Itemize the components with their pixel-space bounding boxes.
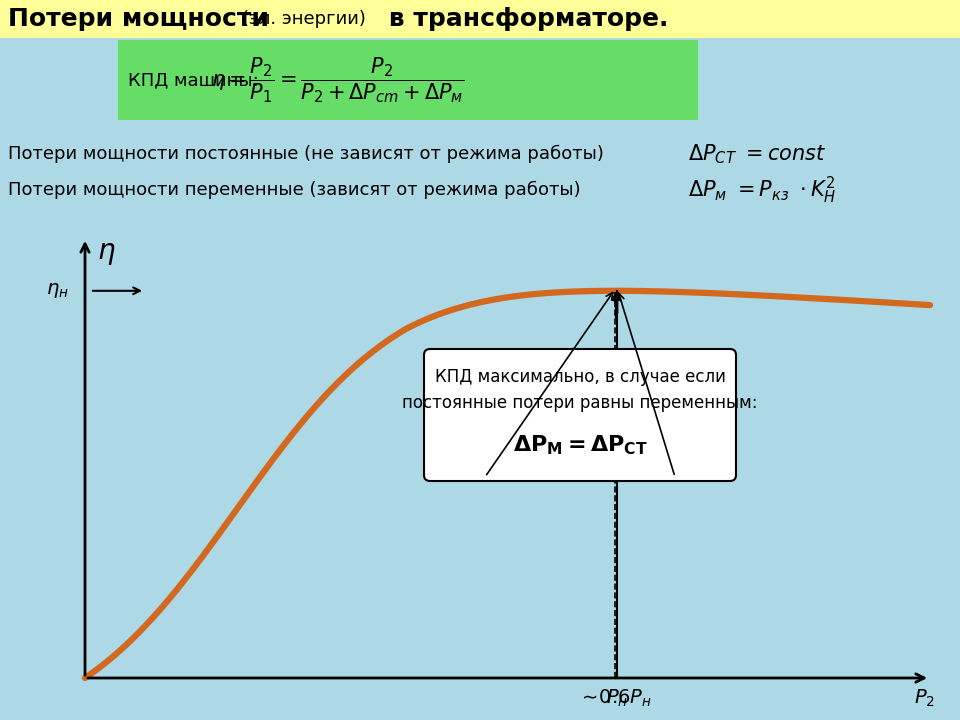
Text: Потери мощности постоянные (не зависят от режима работы): Потери мощности постоянные (не зависят о… (8, 145, 604, 163)
Text: КПД машины:: КПД машины: (128, 71, 259, 89)
FancyBboxPatch shape (118, 40, 698, 120)
Text: Потери мощности переменные (зависят от режима работы): Потери мощности переменные (зависят от р… (8, 181, 581, 199)
Text: постоянные потери равны переменным:: постоянные потери равны переменным: (402, 394, 757, 412)
Text: Потери мощности: Потери мощности (8, 7, 269, 31)
Text: $\sim\!0.6P_{\mathit{н}}$: $\sim\!0.6P_{\mathit{н}}$ (578, 688, 652, 708)
Text: $\Delta P_{CT}\ =const$: $\Delta P_{CT}\ =const$ (688, 143, 827, 166)
Text: $P_2$: $P_2$ (915, 688, 935, 708)
Text: $\mathbf{\Delta P_M = \Delta P_{CT}}$: $\mathbf{\Delta P_M = \Delta P_{CT}}$ (513, 433, 647, 456)
Text: в трансформаторе.: в трансформаторе. (380, 7, 668, 31)
FancyBboxPatch shape (424, 349, 736, 481)
Text: $P_{\mathit{н}}$: $P_{\mathit{н}}$ (607, 688, 629, 708)
Text: $\Delta P_{\mathit{м}}\ =P_{\mathit{кз}}\ \cdot K_H^2$: $\Delta P_{\mathit{м}}\ =P_{\mathit{кз}}… (688, 174, 836, 206)
Text: $\eta$: $\eta$ (97, 239, 115, 267)
Text: $\eta = \dfrac{P_2}{P_1} = \dfrac{P_2}{P_2 + \Delta P_{cm} + \Delta P_{\mathit{м: $\eta = \dfrac{P_2}{P_1} = \dfrac{P_2}{P… (211, 55, 465, 105)
FancyBboxPatch shape (0, 0, 960, 38)
FancyBboxPatch shape (0, 208, 960, 720)
Text: (эл. энергии): (эл. энергии) (242, 10, 366, 28)
Text: КПД максимально, в случае если: КПД максимально, в случае если (435, 368, 726, 386)
Text: $\eta_{\mathit{н}}$: $\eta_{\mathit{н}}$ (46, 282, 68, 300)
